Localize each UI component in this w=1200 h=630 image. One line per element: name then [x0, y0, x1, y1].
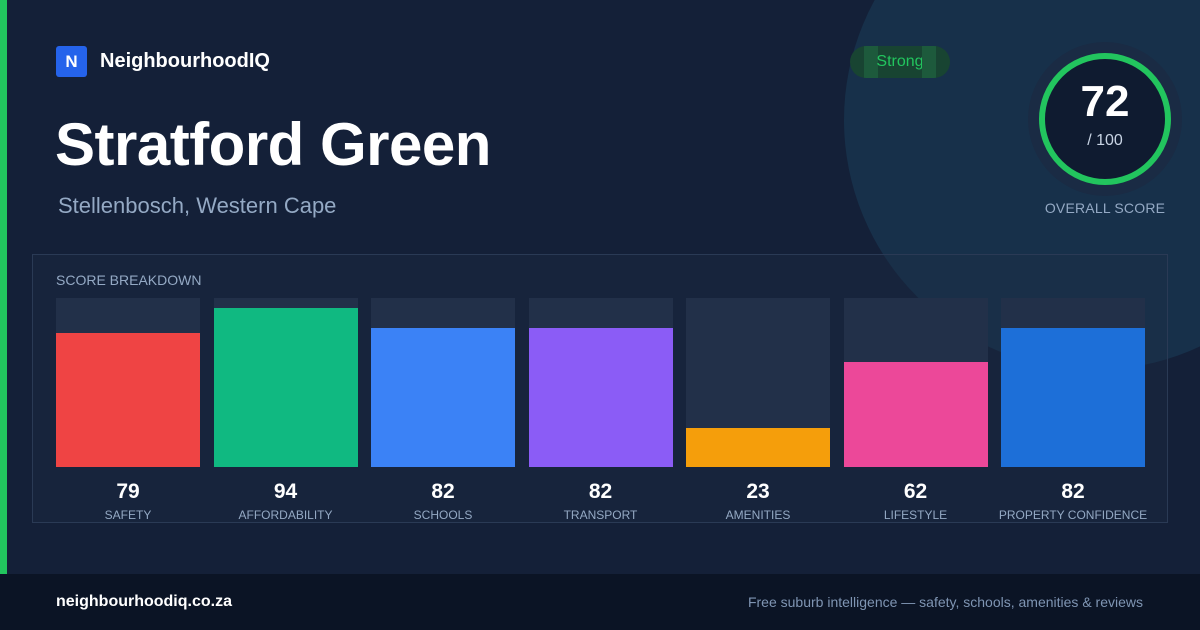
overall-score-label: OVERALL SCORE	[1044, 200, 1166, 216]
bar-track	[213, 298, 358, 467]
bar-track	[56, 298, 200, 467]
brand[interactable]: N NeighbourhoodIQ	[56, 46, 270, 77]
score-breakdown-title: SCORE BREAKDOWN	[56, 272, 202, 288]
bar	[56, 333, 200, 467]
footer-tagline: Free suburb intelligence — safety, schoo…	[747, 594, 1143, 610]
brand-name: NeighbourhoodIQ	[100, 50, 270, 72]
score-breakdown-panel: SCORE BREAKDOWN 79 SAFETY 94 AFFORDABILITY 8…	[32, 254, 1168, 523]
suburb-location: Stellenbosch, Western Cape	[58, 193, 337, 218]
score-ring-graphic	[1028, 42, 1182, 196]
bar-track	[843, 298, 988, 467]
footer-url[interactable]: neighbourhoodiq.co.za	[56, 593, 232, 610]
bar	[371, 328, 515, 467]
rating-badge: Strong	[850, 46, 950, 78]
bar-category-label: SAFETY	[104, 508, 152, 522]
accent-bar	[0, 0, 7, 574]
bar-value-label: 62	[903, 480, 928, 503]
bar-category-label: LIFESTYLE	[883, 508, 948, 522]
overall-score-value: 72	[1080, 77, 1130, 126]
bar-value-label: 82	[1061, 480, 1085, 503]
bar-value-label: 82	[431, 480, 455, 503]
score-ring-arc	[1039, 53, 1171, 185]
bar	[686, 428, 830, 467]
footer: neighbourhoodiq.co.za Free suburb intell…	[0, 574, 1200, 630]
overall-score-ring: 72 / 100	[1028, 42, 1182, 196]
suburb-title: Stratford Green	[55, 111, 491, 178]
bar-track	[686, 298, 830, 467]
bar-track	[528, 298, 673, 467]
bar-value-label: 79	[116, 480, 140, 503]
overall-score-max: / 100	[1087, 132, 1123, 149]
bar	[843, 362, 988, 467]
brand-logo-icon: N	[56, 46, 87, 77]
bar-category-label: TRANSPORT	[563, 508, 638, 522]
bar	[528, 328, 673, 467]
bar	[213, 308, 358, 467]
bar-category-label: AMENITIES	[725, 508, 791, 522]
rating-badge-label: Strong	[876, 53, 924, 70]
bar-value-label: 82	[588, 480, 613, 503]
bar-track	[1001, 298, 1145, 467]
bar-category-label: PROPERTY CONFIDENCE	[998, 508, 1148, 522]
bar	[1001, 328, 1145, 467]
bar-category-label: SCHOOLS	[413, 508, 473, 522]
bar-value-label: 94	[273, 480, 298, 503]
bar-track	[371, 298, 515, 467]
bar-category-label: AFFORDABILITY	[238, 508, 333, 522]
bar-value-label: 23	[746, 480, 770, 503]
